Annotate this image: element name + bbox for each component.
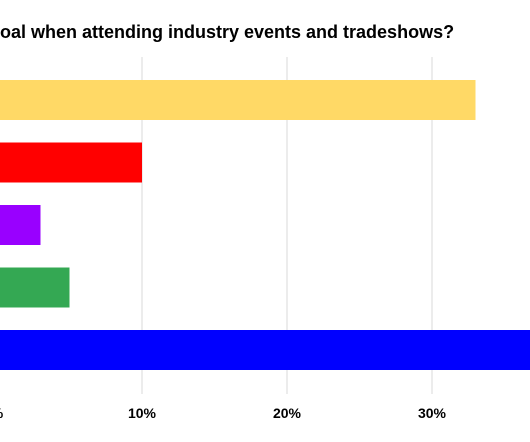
bar — [0, 330, 530, 370]
x-tick-label: 10% — [128, 405, 157, 421]
bar — [0, 267, 70, 308]
x-tick-label: 20% — [273, 405, 302, 421]
bar — [0, 205, 41, 245]
x-axis-tick-labels: % 10% 20% 30% — [0, 405, 447, 421]
chart-title: oal when attending industry events and t… — [0, 22, 454, 42]
bar — [0, 142, 142, 183]
bar — [0, 80, 476, 120]
x-tick-label: % — [0, 405, 4, 421]
bars — [0, 80, 530, 370]
x-tick-label: 30% — [418, 405, 447, 421]
